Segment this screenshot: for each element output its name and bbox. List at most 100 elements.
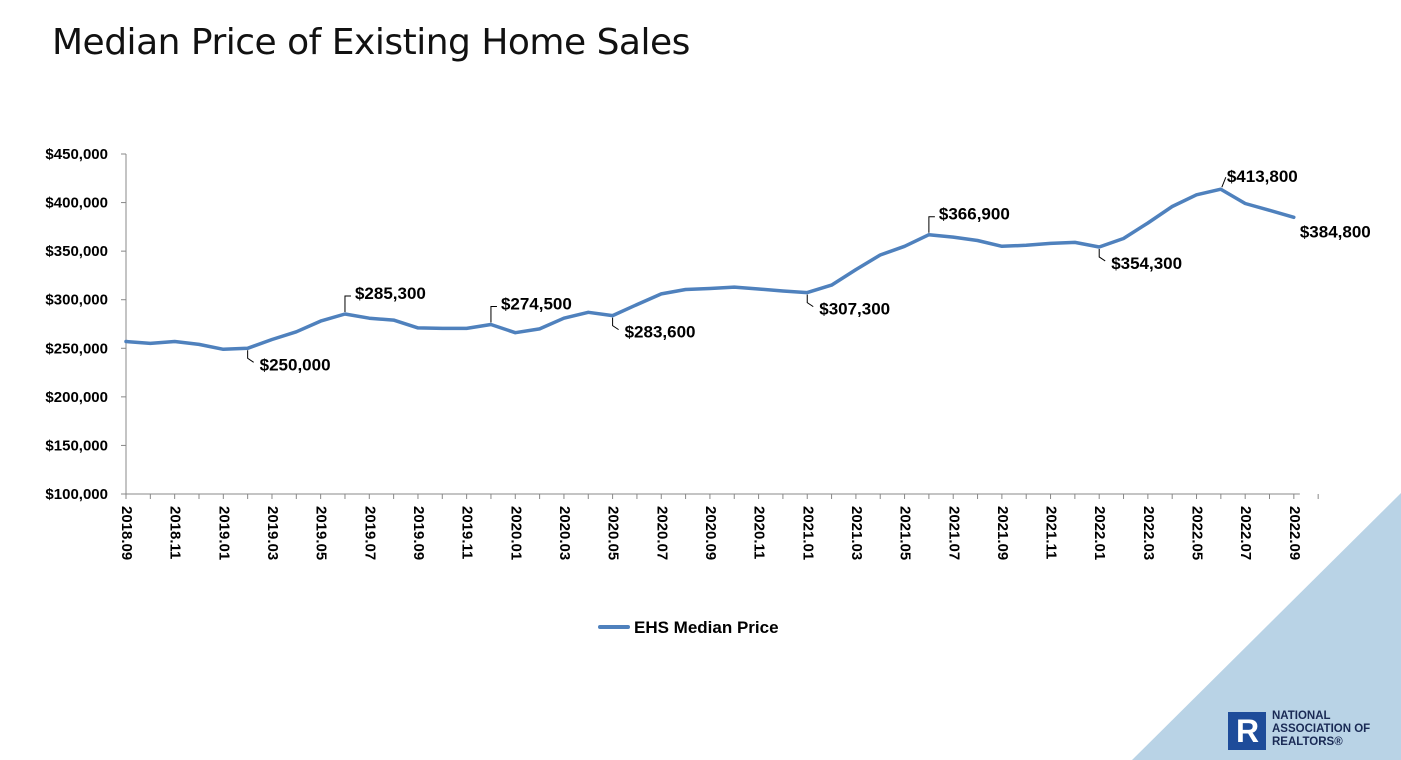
data-point xyxy=(270,338,274,341)
logo-line-3: REALTORS® xyxy=(1272,736,1343,748)
y-tick-label: $200,000 xyxy=(45,389,108,406)
data-point xyxy=(465,327,468,330)
logo-line-2: ASSOCIATION OF xyxy=(1272,723,1371,735)
data-label-leader xyxy=(928,216,935,233)
x-tick-label: 2020.01 xyxy=(507,506,524,560)
data-point xyxy=(416,326,420,330)
data-point xyxy=(295,330,298,333)
data-point xyxy=(611,314,614,317)
data-label: $384,800 xyxy=(1300,222,1371,241)
y-tick-label: $450,000 xyxy=(45,146,108,163)
x-tick-label: 2019.09 xyxy=(410,506,427,560)
data-point xyxy=(538,327,541,331)
data-point xyxy=(1268,209,1271,212)
x-tick-label: 2021.11 xyxy=(1043,506,1060,559)
data-point xyxy=(1000,245,1004,248)
x-tick-label: 2021.01 xyxy=(799,506,816,560)
data-point xyxy=(830,283,833,287)
nar-logo: R NATIONAL ASSOCIATION OF REALTORS® xyxy=(1228,710,1398,754)
y-tick-label: $150,000 xyxy=(45,437,108,454)
data-point xyxy=(222,348,225,351)
realtor-r-icon: R xyxy=(1228,712,1266,750)
data-label: $354,300 xyxy=(1111,254,1182,273)
data-point xyxy=(173,340,176,343)
data-label-leader xyxy=(1221,176,1227,188)
data-point xyxy=(343,312,347,316)
data-point xyxy=(1049,242,1052,245)
data-point xyxy=(879,253,882,257)
data-label-leader xyxy=(247,350,254,363)
data-point xyxy=(1219,187,1223,191)
data-point xyxy=(1243,202,1247,205)
data-point xyxy=(1146,221,1150,225)
data-label: $285,300 xyxy=(355,284,426,303)
data-label-leader xyxy=(490,305,497,323)
data-point xyxy=(757,287,760,291)
data-point xyxy=(1195,193,1198,196)
data-point xyxy=(806,291,809,294)
x-tick-label: 2019.01 xyxy=(215,506,232,560)
data-label: $283,600 xyxy=(625,323,696,342)
data-point xyxy=(1170,205,1174,208)
x-tick-label: 2022.07 xyxy=(1237,506,1254,560)
data-point xyxy=(781,289,785,293)
data-point xyxy=(854,268,858,271)
data-label-leader xyxy=(612,317,619,331)
data-point xyxy=(1025,244,1028,247)
logo-text: NATIONAL ASSOCIATION OF REALTORS® xyxy=(1272,710,1398,749)
data-point xyxy=(708,287,712,290)
data-point xyxy=(903,245,906,248)
data-point xyxy=(1073,241,1077,244)
data-label-leader xyxy=(344,295,351,312)
y-tick-label: $400,000 xyxy=(45,195,108,212)
data-label-leader xyxy=(1098,248,1106,262)
data-point xyxy=(368,316,371,320)
x-tick-label: 2022.01 xyxy=(1091,506,1108,560)
data-label: $413,800 xyxy=(1227,167,1298,186)
x-tick-label: 2019.03 xyxy=(264,506,281,560)
logo-line-1: NATIONAL xyxy=(1272,710,1331,722)
data-point xyxy=(197,343,201,346)
x-tick-label: 2018.09 xyxy=(118,506,135,560)
x-tick-label: 2020.05 xyxy=(605,506,622,560)
data-point xyxy=(660,292,663,296)
data-label-leader xyxy=(806,294,814,308)
data-point xyxy=(441,327,444,330)
x-tick-label: 2021.09 xyxy=(994,506,1011,560)
data-point xyxy=(587,311,590,314)
data-point xyxy=(392,318,395,322)
logo-mark-letter: R xyxy=(1236,713,1260,749)
x-tick-label: 2019.07 xyxy=(361,506,378,560)
x-tick-label: 2018.11 xyxy=(167,506,184,559)
x-tick-label: 2020.07 xyxy=(653,506,670,560)
legend-label: EHS Median Price xyxy=(634,618,779,637)
data-point xyxy=(149,342,152,345)
data-point xyxy=(246,347,249,350)
data-point xyxy=(733,285,736,289)
x-tick-label: 2021.07 xyxy=(945,506,962,560)
data-point xyxy=(489,323,493,326)
page-title: Median Price of Existing Home Sales xyxy=(52,22,690,63)
x-tick-label: 2020.03 xyxy=(556,506,573,560)
x-tick-label: 2019.11 xyxy=(459,506,476,559)
data-label: $274,500 xyxy=(501,294,572,313)
y-tick-label: $100,000 xyxy=(45,486,108,503)
data-point xyxy=(1292,216,1296,219)
x-tick-label: 2021.05 xyxy=(897,506,914,560)
y-tick-label: $350,000 xyxy=(45,243,108,260)
x-tick-label: 2020.09 xyxy=(702,506,719,560)
data-point xyxy=(562,316,566,320)
x-tick-label: 2020.11 xyxy=(751,506,768,559)
data-point xyxy=(124,340,128,343)
x-tick-label: 2022.05 xyxy=(1189,506,1206,560)
data-point xyxy=(927,233,931,236)
x-tick-label: 2019.05 xyxy=(313,506,330,560)
y-tick-label: $300,000 xyxy=(45,292,108,309)
data-label: $307,300 xyxy=(819,300,890,319)
y-tick-label: $250,000 xyxy=(45,340,108,357)
data-point xyxy=(514,331,517,334)
data-point xyxy=(319,319,322,323)
data-label: $250,000 xyxy=(260,355,331,374)
